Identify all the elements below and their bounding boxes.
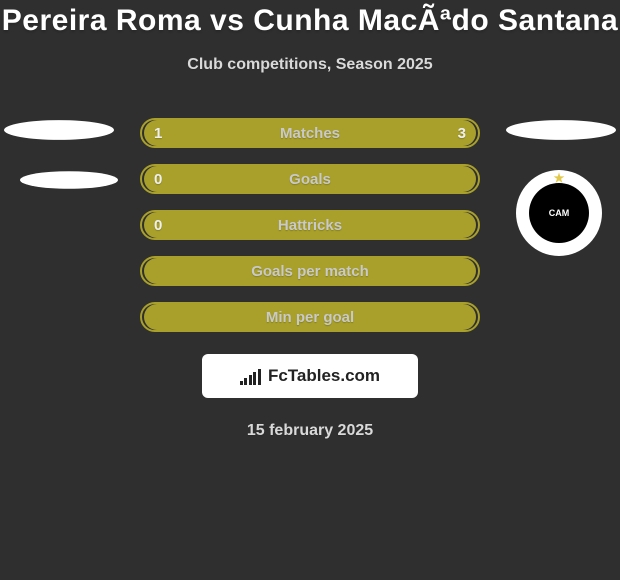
stats-area: ★ CAM Matches13Goals0Hattricks0Goals per… — [0, 118, 620, 440]
stat-label: Hattricks — [142, 217, 478, 234]
star-icon: ★ — [554, 171, 565, 185]
brand-bars-icon — [240, 367, 262, 385]
stat-value-left: 0 — [154, 217, 162, 234]
stat-row: Hattricks0 — [140, 210, 480, 240]
brand-text: FcTables.com — [268, 366, 380, 386]
stat-row: Min per goal — [140, 302, 480, 332]
player-right-badge-1 — [506, 120, 616, 140]
stat-label: Matches — [142, 125, 478, 142]
stat-row: Matches1 3 — [140, 118, 480, 148]
stat-value-left: 1 — [154, 125, 162, 142]
stat-row: Goals0 — [140, 164, 480, 194]
player-left-badge-2 — [20, 171, 118, 189]
stat-label: Min per goal — [142, 309, 478, 326]
page-subtitle: Club competitions, Season 2025 — [187, 56, 432, 74]
player-left-badge-1 — [4, 120, 114, 140]
crest-label: CAM — [549, 208, 570, 218]
stat-row: Goals per match — [140, 256, 480, 286]
stat-value-left: 0 — [154, 171, 162, 188]
stat-value-right: 3 — [458, 125, 466, 142]
player-right-crest: ★ CAM — [516, 170, 602, 256]
stat-label: Goals per match — [142, 263, 478, 280]
comparison-card: Pereira Roma vs Cunha MacÃªdo Santana Cl… — [0, 0, 620, 580]
stat-rows: Matches13Goals0Hattricks0Goals per match… — [140, 118, 480, 332]
page-title: Pereira Roma vs Cunha MacÃªdo Santana — [2, 4, 618, 38]
crest-inner: ★ CAM — [529, 183, 589, 243]
stat-label: Goals — [142, 171, 478, 188]
brand-box: FcTables.com — [202, 354, 418, 398]
date-line: 15 february 2025 — [0, 422, 620, 440]
